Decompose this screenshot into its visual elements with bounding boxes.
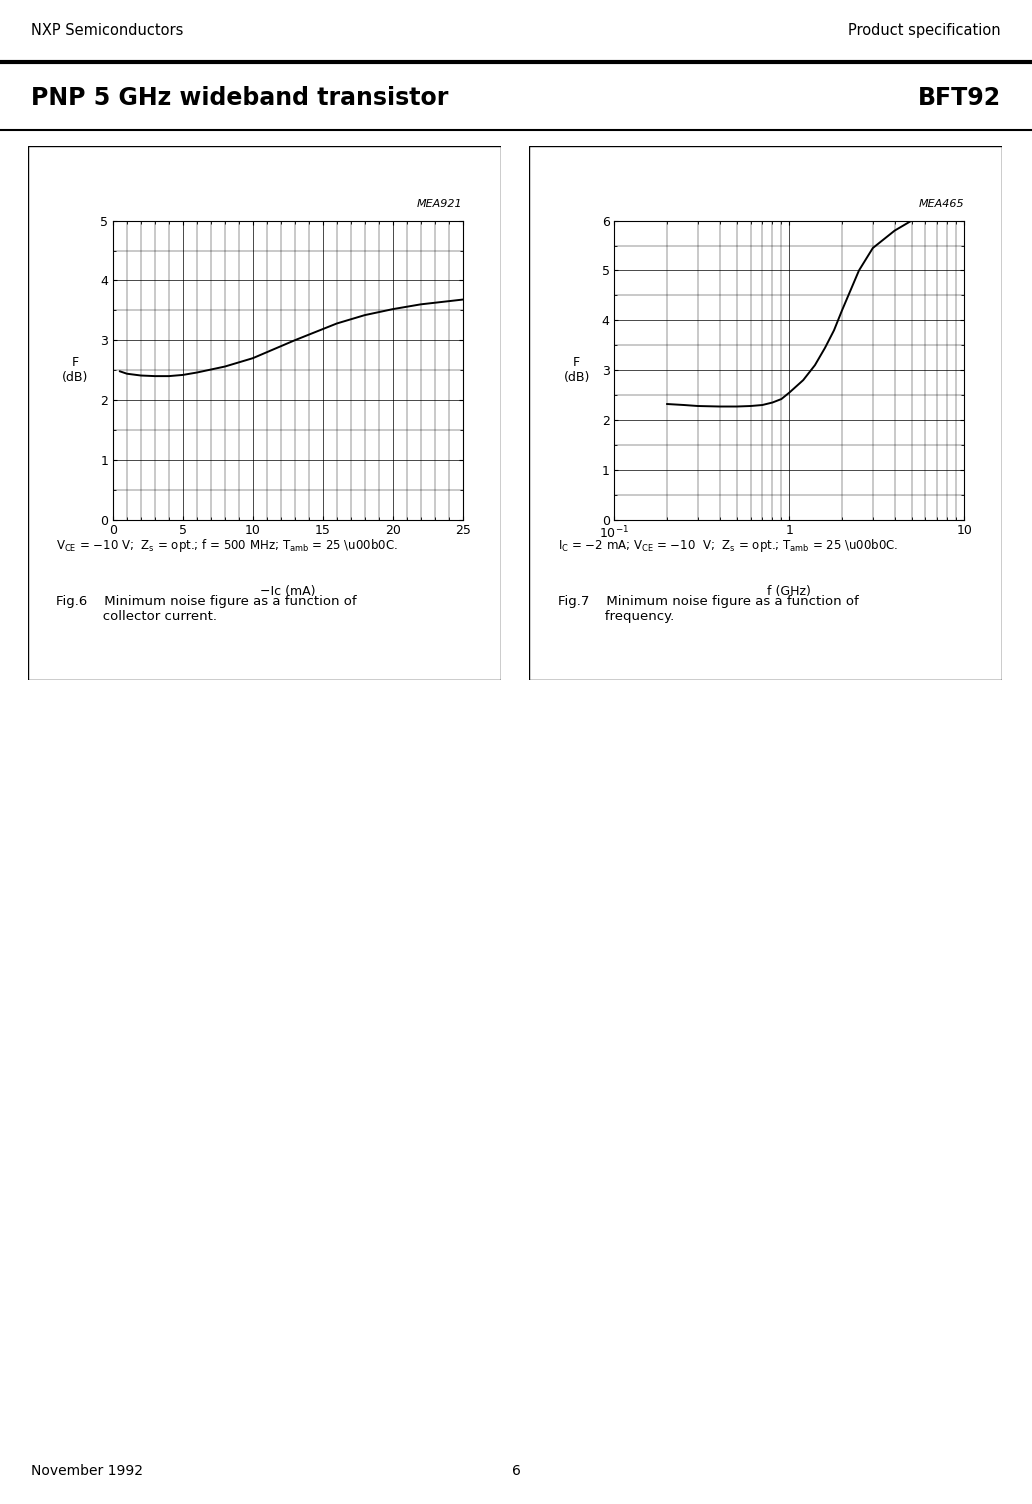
Text: November 1992: November 1992 bbox=[31, 1463, 143, 1478]
Text: PNP 5 GHz wideband transistor: PNP 5 GHz wideband transistor bbox=[31, 86, 448, 110]
Y-axis label: F
(dB): F (dB) bbox=[563, 356, 590, 384]
Text: 6: 6 bbox=[512, 1463, 520, 1478]
Text: MEA465: MEA465 bbox=[918, 199, 964, 209]
Y-axis label: F
(dB): F (dB) bbox=[62, 356, 89, 384]
Text: Product specification: Product specification bbox=[848, 23, 1001, 38]
Text: MEA921: MEA921 bbox=[417, 199, 462, 209]
Text: −Iᴄ (mA): −Iᴄ (mA) bbox=[260, 585, 316, 599]
Text: Fig.7    Minimum noise figure as a function of
           frequency.: Fig.7 Minimum noise figure as a function… bbox=[558, 596, 859, 623]
Text: f (GHz): f (GHz) bbox=[768, 585, 811, 599]
Text: NXP Semiconductors: NXP Semiconductors bbox=[31, 23, 184, 38]
Text: I$_{\sf C}$ = $-$2 mA; V$_{\sf CE}$ = $-$10  V;  Z$_{\sf s}$ = opt.; T$_{\sf amb: I$_{\sf C}$ = $-$2 mA; V$_{\sf CE}$ = $-… bbox=[558, 537, 898, 553]
Text: BFT92: BFT92 bbox=[917, 86, 1001, 110]
Text: V$_{\sf CE}$ = $-$10 V;  Z$_{\sf s}$ = opt.; f = 500 MHz; T$_{\sf amb}$ = 25 \u0: V$_{\sf CE}$ = $-$10 V; Z$_{\sf s}$ = op… bbox=[57, 537, 398, 553]
Text: Fig.6    Minimum noise figure as a function of
           collector current.: Fig.6 Minimum noise figure as a function… bbox=[57, 596, 357, 623]
